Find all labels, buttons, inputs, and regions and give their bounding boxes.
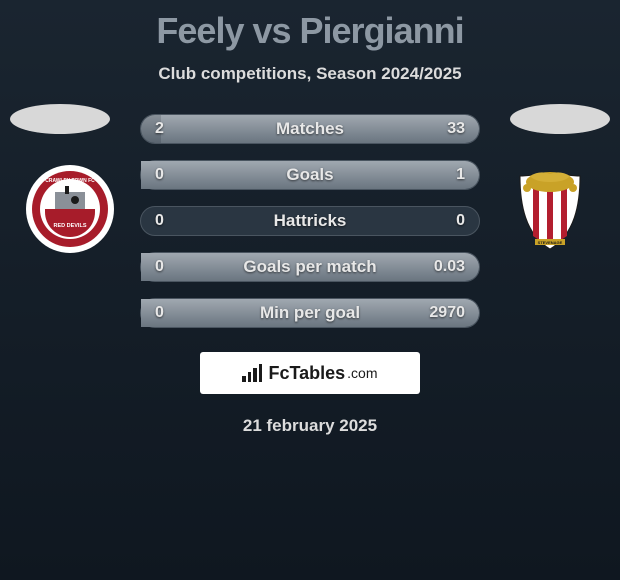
stat-val-left: 0 bbox=[155, 258, 164, 276]
player-photo-right bbox=[510, 104, 610, 134]
stat-val-right: 33 bbox=[447, 120, 465, 138]
club-badge-left: CRAWLEY TOWN FC RED DEVILS bbox=[25, 164, 115, 254]
stat-val-right: 0.03 bbox=[434, 258, 465, 276]
stat-row-matches: 2 Matches 33 bbox=[140, 114, 480, 144]
stat-val-right: 2970 bbox=[429, 304, 465, 322]
brand-suffix: .com bbox=[347, 365, 377, 381]
player-photo-left bbox=[10, 104, 110, 134]
svg-text:RED DEVILS: RED DEVILS bbox=[53, 223, 86, 229]
page-title: Feely vs Piergianni bbox=[0, 10, 620, 52]
subtitle: Club competitions, Season 2024/2025 bbox=[0, 64, 620, 84]
stat-val-right: 0 bbox=[456, 212, 465, 230]
stat-label: Hattricks bbox=[274, 211, 347, 231]
crawley-badge-icon: CRAWLEY TOWN FC RED DEVILS bbox=[25, 164, 115, 254]
stat-row-gpm: 0 Goals per match 0.03 bbox=[140, 252, 480, 282]
brand-logo[interactable]: FcTables .com bbox=[200, 352, 420, 394]
stat-label: Goals bbox=[286, 165, 333, 185]
stat-row-hattricks: 0 Hattricks 0 bbox=[140, 206, 480, 236]
stat-val-right: 1 bbox=[456, 166, 465, 184]
brand-text: FcTables bbox=[268, 363, 345, 384]
stat-val-left: 2 bbox=[155, 120, 164, 138]
stat-val-left: 0 bbox=[155, 166, 164, 184]
svg-text:STEVENAGE: STEVENAGE bbox=[538, 240, 563, 245]
svg-text:CRAWLEY TOWN FC: CRAWLEY TOWN FC bbox=[45, 178, 95, 184]
date-label: 21 february 2025 bbox=[0, 416, 620, 436]
stat-row-mpg: 0 Min per goal 2970 bbox=[140, 298, 480, 328]
stats-bars: 2 Matches 33 0 Goals 1 0 Hattricks 0 bbox=[140, 114, 480, 328]
stat-val-left: 0 bbox=[155, 212, 164, 230]
stat-val-left: 0 bbox=[155, 304, 164, 322]
stevenage-badge-icon: STEVENAGE bbox=[505, 164, 595, 254]
comparison-card: Feely vs Piergianni Club competitions, S… bbox=[0, 0, 620, 436]
stat-row-goals: 0 Goals 1 bbox=[140, 160, 480, 190]
main-area: CRAWLEY TOWN FC RED DEVILS STEVENAGE bbox=[0, 114, 620, 436]
stat-label: Goals per match bbox=[243, 257, 376, 277]
club-badge-right: STEVENAGE bbox=[505, 164, 595, 254]
stat-label: Min per goal bbox=[260, 303, 360, 323]
stat-label: Matches bbox=[276, 119, 344, 139]
bar-chart-icon bbox=[242, 364, 262, 382]
